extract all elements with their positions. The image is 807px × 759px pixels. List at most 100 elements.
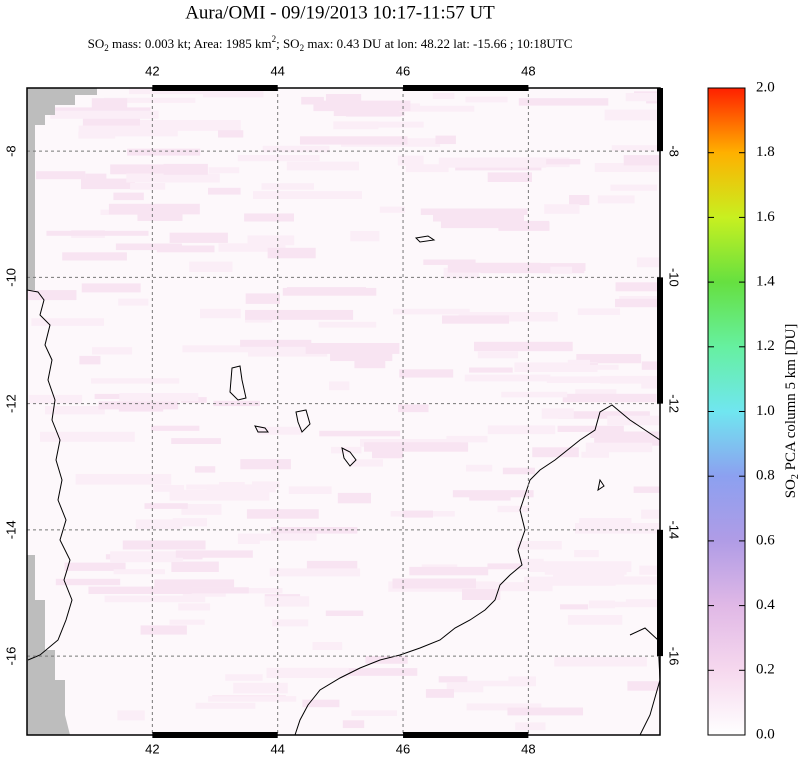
subtitle-part: ; SO: [276, 36, 299, 51]
frame-bar: [657, 277, 663, 404]
noise-stripe: [569, 194, 590, 206]
noise-stripe: [577, 308, 621, 315]
noise-stripe: [153, 484, 185, 492]
noise-stripe: [533, 159, 581, 165]
noise-stripe: [262, 145, 330, 153]
noise-stripe: [402, 510, 434, 518]
noise-stripe: [247, 235, 295, 246]
noise-stripe: [590, 431, 660, 438]
noise-stripe: [166, 587, 249, 594]
noise-stripe: [137, 210, 183, 221]
noise-stripe: [336, 668, 418, 676]
x-tick-label: 44: [270, 63, 284, 78]
noise-stripe: [144, 503, 188, 509]
noise-stripe: [560, 604, 589, 610]
noise-stripe: [75, 473, 172, 485]
noise-stripe: [92, 347, 133, 355]
noise-stripe: [194, 466, 216, 473]
y-tick-label: -14: [3, 520, 18, 539]
noise-stripe: [171, 438, 221, 445]
colorbar-tick-label: 1.2: [756, 338, 775, 354]
noise-stripe: [240, 459, 291, 470]
noise-stripe: [615, 298, 660, 308]
noise-stripe: [554, 656, 647, 667]
noise-stripe: [541, 408, 574, 419]
noise-stripe: [438, 676, 468, 683]
noise-stripe: [251, 481, 280, 489]
noise-stripe: [362, 121, 424, 128]
noise-stripe: [267, 247, 316, 259]
noise-stripe: [466, 582, 553, 592]
noise-stripe: [337, 492, 371, 504]
colorbar-tick-label: 0.4: [756, 597, 775, 613]
frame-bar: [403, 85, 529, 91]
noise-stripe: [186, 484, 219, 490]
colorbar-label-part: 2: [790, 474, 801, 479]
noise-stripe: [207, 187, 241, 195]
noise-stripe: [244, 213, 294, 222]
noise-stripe: [464, 374, 551, 382]
noise-stripe: [501, 391, 568, 398]
noise-stripe: [397, 155, 424, 166]
noise-stripe: [237, 533, 260, 544]
noise-stripe: [487, 172, 533, 182]
noise-stripe: [269, 568, 361, 577]
noise-stripe: [181, 503, 222, 515]
noise-stripe: [487, 563, 528, 570]
noise-stripe: [567, 615, 623, 625]
noise-stripe: [319, 430, 401, 437]
noise-stripe: [156, 245, 215, 253]
noise-stripe: [115, 243, 182, 251]
no-data: [27, 555, 70, 735]
noise-stripe: [258, 533, 317, 541]
noise-stripe: [325, 610, 364, 616]
noise-stripe: [585, 442, 653, 453]
frame-bar: [657, 529, 663, 657]
noise-stripe: [607, 415, 660, 426]
noise-stripe: [354, 357, 386, 369]
map-frame: [26, 87, 661, 736]
noise-stripe: [117, 710, 145, 721]
frame-bar: [152, 732, 278, 738]
noise-stripe: [264, 596, 310, 607]
noise-stripe: [119, 393, 199, 402]
noise-stripe: [248, 346, 328, 357]
noise-stripe: [523, 576, 616, 586]
noise-stripe: [469, 367, 513, 373]
noise-stripe: [182, 345, 249, 353]
noise-stripe: [625, 92, 660, 102]
noise-stripe: [440, 220, 550, 229]
noise-stripe: [126, 173, 220, 183]
colorbar-tick-label: 2.0: [756, 79, 775, 95]
noise-stripe: [461, 589, 501, 601]
colorbar-label: SO2 PCA column 5 km [DU]: [783, 324, 801, 499]
noise-stripe: [350, 231, 380, 242]
noise-stripe: [140, 121, 240, 128]
noise-stripe: [438, 157, 547, 168]
noise-stripe: [55, 578, 121, 586]
colorbar-tick-label: 0.2: [756, 662, 775, 678]
colorbar-label-part: SO: [783, 479, 799, 498]
noise-stripe: [151, 425, 200, 431]
noise-stripe: [425, 689, 454, 698]
noise-stripe: [218, 130, 244, 138]
subtitle-part: mass: 0.003 kt; Area: 1985 km: [109, 36, 272, 51]
x-tick-label: 46: [396, 63, 410, 78]
noise-stripe: [562, 393, 657, 403]
noise-stripe: [364, 442, 469, 452]
y-tick-label: -8: [667, 145, 682, 157]
noise: [28, 88, 660, 731]
colorbar-tick-label: 1.4: [756, 274, 775, 290]
noise-stripe: [333, 121, 379, 130]
noise-stripe: [351, 459, 383, 467]
noise-stripe: [514, 362, 598, 373]
noise-stripe: [465, 464, 493, 472]
noise-stripe: [502, 467, 535, 475]
noise-stripe: [532, 447, 579, 458]
noise-stripe: [392, 578, 477, 589]
noise-stripe: [127, 148, 201, 156]
colorbar-tick-label: 1.6: [756, 209, 775, 225]
noise-stripe: [46, 107, 151, 114]
noise-stripe: [467, 680, 531, 687]
colorbar-label-part: PCA column 5 km [DU]: [783, 324, 799, 474]
